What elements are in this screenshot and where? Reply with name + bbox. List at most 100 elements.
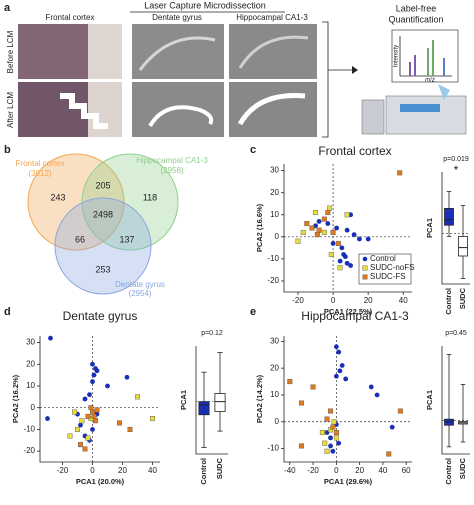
bracket-arrow [322,21,356,138]
arrow-head [352,66,358,74]
point [334,225,340,231]
x-axis-label: PCA1 (20.0%) [76,477,125,486]
y-tick-label: 10 [26,381,35,390]
point [333,344,339,350]
instrument-part [438,84,450,100]
region-count: 253 [95,264,110,274]
y-tick-label: 0 [275,232,280,241]
point [90,427,95,432]
point [327,205,333,211]
x-tick-label: 0 [334,466,339,475]
set-name: Hippocampal CA1-3 [136,156,208,165]
chart-title: Hippocampal CA1-3 [301,309,409,323]
x-tick-label: 20 [364,296,373,305]
point [316,218,322,224]
quant-title: Quantification [388,14,443,24]
x-tick-label: -20 [292,296,304,305]
row-header: Before LCM [6,30,15,73]
x-tick-label: 40 [148,466,157,475]
box [458,235,468,257]
region-count: 243 [50,192,65,202]
point [337,368,343,374]
point [313,210,319,216]
point [328,251,334,257]
y-tick-label: 10 [270,210,279,219]
point [321,229,327,235]
point [335,240,341,246]
panel-label: e [250,306,256,318]
legend-box [358,253,412,285]
point [304,221,310,227]
panel-label: a [4,2,11,14]
set-name: Dentate gyrus [115,280,165,289]
point [89,409,95,415]
point [321,216,327,222]
set-count: (3012) [28,169,51,178]
axes [39,336,160,463]
image [229,82,317,137]
point [87,392,92,398]
image-tissue [18,82,88,137]
point [339,245,345,251]
point [316,227,322,233]
legend-label: SUDC-noFS [370,263,414,272]
instrument-part [385,95,467,135]
spectrum-x-label: m/z [425,78,435,84]
venn-circle [81,153,179,251]
image-cut [60,93,108,129]
region-count: 66 [75,234,85,244]
box-category: Control [444,458,453,485]
point [309,225,315,231]
point [77,442,83,448]
box-axis [441,172,470,285]
image-detail [138,36,216,71]
panel-a-title: Laser Capture Microdissection [144,0,266,10]
y-tick-label: 30 [270,336,279,345]
point [336,349,342,355]
point [368,384,374,390]
y-tick-label: -10 [267,254,279,263]
point [287,379,293,385]
point [48,335,53,341]
point [45,416,50,421]
venn-diagram: Frontal cortex(3012)Hippocampal CA1-3(29… [16,153,208,298]
box-category: Control [199,458,208,485]
x-tick-label: 40 [378,466,387,475]
point [325,210,331,216]
point [397,170,403,176]
panel-label: b [4,144,11,156]
point [134,394,140,400]
point [91,372,97,378]
point [344,212,350,218]
quant-title: Label-free [396,3,437,13]
box-category: SUDC [458,457,467,479]
point [386,451,392,457]
column-header: Hippocampal CA1-3 [236,13,308,22]
point [91,413,97,419]
legend-label: Control [370,254,396,263]
point [149,416,155,422]
box-plot: p=0.45 PCA1 Control SUDC [425,330,470,485]
point [328,435,333,441]
y-tick-label: 20 [270,363,279,372]
point [298,443,304,449]
region-count: 118 [143,192,157,202]
legend-marker [362,274,368,280]
box [214,393,226,412]
point [374,392,380,398]
point [328,443,333,449]
point [300,229,306,235]
point [330,448,336,454]
point [92,418,98,424]
y-tick-label: -20 [267,276,279,285]
point [116,420,122,426]
legend-label: SUDC-FS [370,272,406,281]
point [328,408,334,414]
y-tick-label: 20 [270,188,279,197]
box-plot: p=0.12 PCA1 Control SUDC [179,330,228,485]
point [336,440,342,446]
point [337,258,343,264]
point [79,418,85,424]
y-tick-label: 10 [270,390,279,399]
